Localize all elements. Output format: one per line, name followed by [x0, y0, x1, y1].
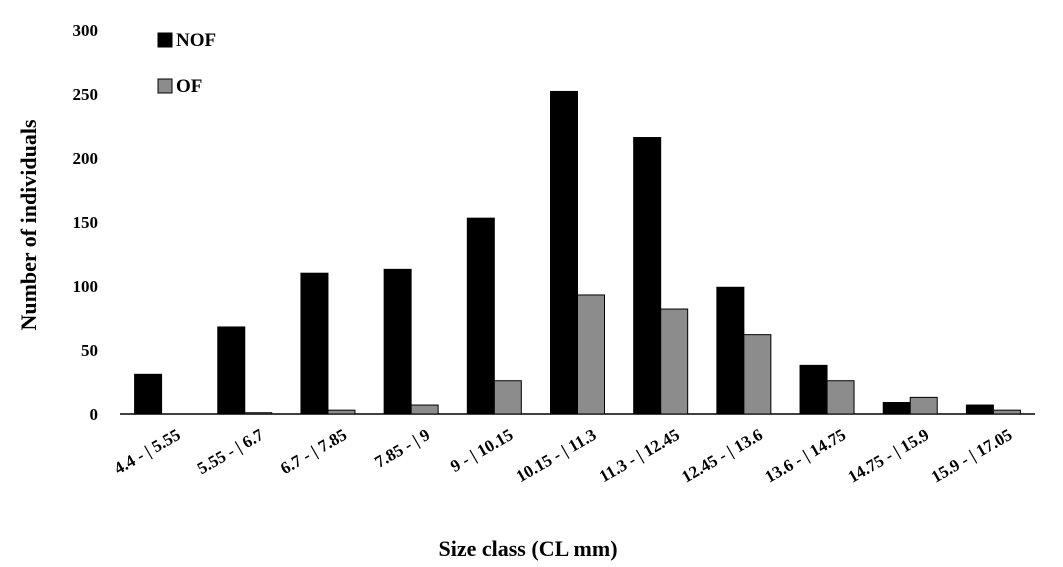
bar-of [327, 409, 356, 415]
legend: NOF OF [157, 30, 216, 97]
bar-of [660, 308, 689, 415]
bar-nof [716, 286, 745, 415]
legend-swatch-nof [157, 32, 173, 48]
bars [134, 90, 1021, 415]
bar-nof [383, 268, 412, 415]
y-axis: 0 50 100 150 200 250 300 [73, 21, 99, 424]
bar-nof [217, 326, 246, 415]
x-tick-label: 14.75 - | 15.9 [845, 425, 933, 487]
bar-nof [300, 272, 329, 415]
bar-of [493, 380, 522, 415]
y-tick-label: 100 [73, 277, 99, 296]
x-tick-label: 15.9 - | 17.05 [928, 425, 1016, 487]
bar-nof [882, 401, 911, 415]
bar-nof [134, 373, 163, 415]
x-tick-label: 13.6 - | 14.75 [761, 425, 849, 487]
bar-nof [799, 364, 828, 415]
y-tick-label: 200 [73, 149, 99, 168]
legend-swatch-of [157, 78, 173, 94]
bar-nof [633, 137, 662, 415]
bar-of [244, 412, 273, 415]
bar-nof [965, 404, 994, 415]
y-tick-label: 250 [73, 85, 99, 104]
x-tick-label: 11.3 - | 12.45 [596, 425, 683, 486]
x-axis: 4.4 - | 5.55 5.55 - | 6.7 6.7 - | 7.85 7.85… [111, 425, 1016, 487]
y-tick-label: 0 [90, 405, 99, 424]
bar-of [577, 294, 605, 415]
bar-of [826, 380, 855, 415]
x-tick-label: 5.55 - | 6.7 [194, 425, 267, 478]
x-tick-label: 9 - | 10.15 [447, 425, 516, 476]
bar-of [909, 396, 938, 415]
y-tick-label: 300 [73, 21, 99, 40]
bar-of [992, 409, 1021, 415]
bar-nof [466, 217, 495, 415]
x-tick-label: 4.4 - | 5.55 [111, 425, 184, 478]
y-axis-title: Number of individuals [16, 119, 41, 331]
x-tick-label: 7.85 - | 9 [371, 425, 433, 472]
bar-of [410, 404, 439, 415]
bar-of [743, 334, 772, 415]
bar-nof [550, 90, 578, 415]
y-tick-label: 150 [73, 213, 99, 232]
x-axis-title: Size class (CL mm) [438, 536, 617, 561]
x-tick-label: 6.7 - | 7.85 [277, 425, 350, 478]
x-tick-label: 12.45 - | 13.6 [678, 425, 766, 487]
x-tick-label: 10.15 - | 11.3 [513, 425, 600, 486]
legend-label-of: OF [176, 76, 202, 97]
legend-label-nof: NOF [176, 30, 216, 51]
y-tick-label: 50 [81, 341, 98, 360]
